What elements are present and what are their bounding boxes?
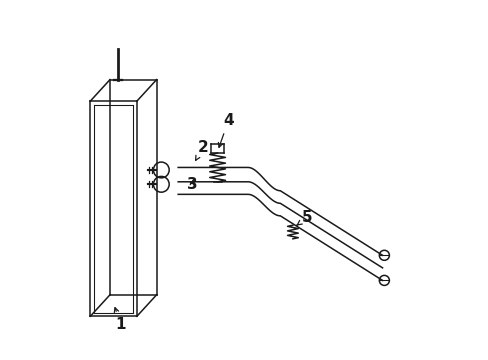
Text: 4: 4 xyxy=(218,113,233,147)
Text: 2: 2 xyxy=(195,140,208,160)
Text: 3: 3 xyxy=(187,177,198,192)
Text: 5: 5 xyxy=(296,210,312,225)
Text: 1: 1 xyxy=(114,308,126,332)
